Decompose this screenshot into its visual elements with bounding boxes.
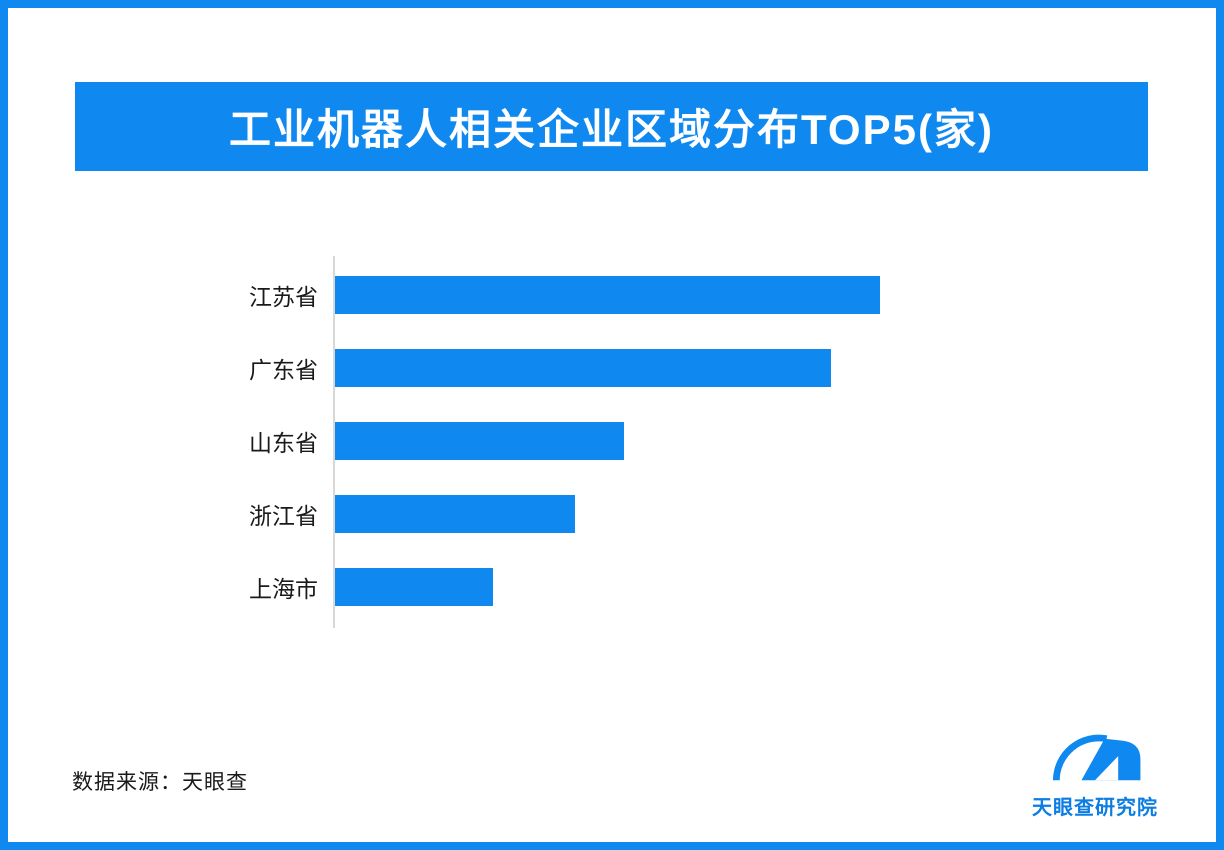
bar [335, 275, 880, 314]
bar [335, 421, 624, 460]
title-banner: 工业机器人相关企业区域分布TOP5(家) [75, 82, 1148, 171]
bar-label: 上海市 [249, 575, 318, 602]
chart-axis-line [333, 256, 335, 628]
bar-label: 山东省 [249, 429, 318, 456]
bar-label: 浙江省 [249, 502, 318, 529]
brand-logo-text: 天眼查研究院 [1032, 797, 1158, 819]
bar-row: 浙江省 [249, 477, 880, 550]
bar-row: 广东省 [249, 331, 880, 404]
bar [335, 567, 494, 606]
brand-logo-block: 天眼查研究院 [1020, 730, 1170, 820]
bar [335, 348, 831, 387]
bar-label: 广东省 [249, 356, 318, 383]
bar-row: 江苏省 [249, 258, 880, 331]
bar [335, 494, 575, 533]
tianyancha-logo-icon [1052, 734, 1141, 781]
data-source-label: 数据来源：天眼查 [72, 771, 248, 794]
bar-row: 上海市 [249, 550, 880, 623]
bar-row: 山东省 [249, 404, 880, 477]
bar-label: 江苏省 [249, 283, 318, 310]
page-title: 工业机器人相关企业区域分布TOP5(家) [229, 106, 994, 153]
bar-chart: 江苏省广东省山东省浙江省上海市 [249, 258, 880, 623]
